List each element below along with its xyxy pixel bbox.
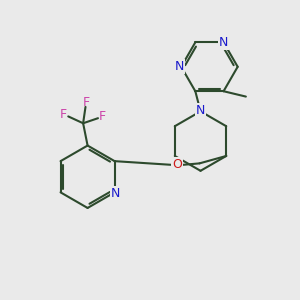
Text: N: N: [175, 60, 184, 73]
Text: F: F: [99, 110, 106, 123]
Text: O: O: [172, 158, 182, 171]
Text: F: F: [60, 108, 68, 121]
Text: N: N: [219, 36, 228, 49]
Text: N: N: [196, 104, 205, 117]
Text: F: F: [82, 96, 90, 109]
Text: N: N: [111, 187, 120, 200]
